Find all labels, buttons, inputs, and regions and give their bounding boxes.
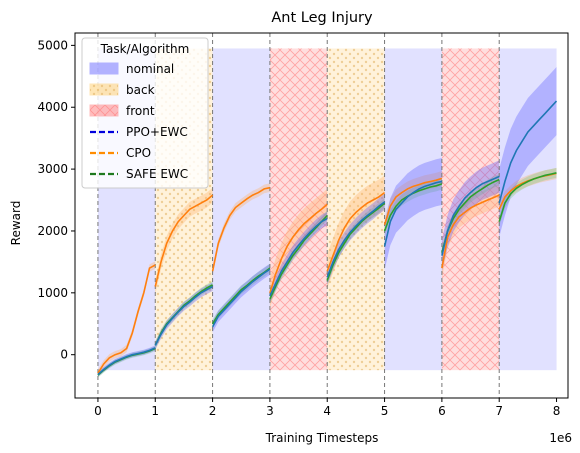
band-ppo-ewc bbox=[269, 211, 328, 303]
band-ppo-ewc bbox=[212, 263, 270, 333]
x-tick-label: 7 bbox=[495, 404, 503, 418]
x-axis-ticks: 0 1 2 3 4 5 6 7 8 bbox=[94, 398, 560, 418]
x-axis-offset-label: 1e6 bbox=[549, 431, 572, 445]
region-front-pattern bbox=[441, 48, 500, 371]
y-tick-label: 3000 bbox=[37, 162, 68, 176]
y-tick-label: 1000 bbox=[37, 286, 68, 300]
line-ppo-ewc bbox=[97, 347, 156, 376]
legend-label-back: back bbox=[126, 83, 155, 97]
line-cpo bbox=[383, 177, 443, 226]
legend-label-front: front bbox=[126, 104, 155, 118]
region-nominal bbox=[499, 48, 557, 371]
line-ppo-ewc bbox=[326, 201, 386, 278]
line-ppo-ewc bbox=[269, 217, 328, 297]
band-cpo bbox=[155, 187, 213, 295]
x-tick-label: 5 bbox=[381, 404, 389, 418]
band-ppo-ewc bbox=[327, 193, 385, 286]
legend-swatch-pattern-front bbox=[90, 105, 118, 116]
legend-label-cpo: CPO bbox=[126, 146, 151, 160]
x-tick-label: 4 bbox=[323, 404, 331, 418]
line-ppo-ewc bbox=[498, 100, 558, 204]
legend-box bbox=[81, 37, 209, 189]
line-cpo bbox=[326, 191, 386, 272]
region-nominal bbox=[212, 48, 270, 371]
band-cpo bbox=[327, 175, 385, 289]
legend-swatch-pattern-back bbox=[90, 84, 118, 95]
y-tick-label: 0 bbox=[60, 348, 68, 362]
line-ppo-ewc bbox=[154, 285, 213, 346]
legend-label-safe-ewc: SAFE EWC bbox=[126, 167, 188, 181]
band-cpo bbox=[499, 167, 557, 215]
line-cpo bbox=[97, 264, 156, 374]
line-ppo-ewc bbox=[383, 180, 443, 247]
task-boundary-lines bbox=[97, 33, 500, 398]
y-tick-label: 5000 bbox=[37, 38, 68, 52]
band-ppo-ewc bbox=[441, 160, 500, 272]
line-safe-ewc bbox=[326, 202, 386, 281]
x-tick-label: 6 bbox=[438, 404, 446, 418]
x-tick-label: 0 bbox=[94, 404, 102, 418]
x-tick-label: 8 bbox=[553, 404, 561, 418]
x-tick-label: 2 bbox=[209, 404, 217, 418]
x-tick-label: 3 bbox=[266, 404, 274, 418]
band-cpo bbox=[441, 183, 500, 280]
y-axis-ticks: 0 1000 2000 3000 4000 5000 bbox=[37, 38, 75, 362]
series-lines bbox=[97, 100, 558, 376]
line-safe-ewc bbox=[498, 172, 557, 222]
y-tick-label: 4000 bbox=[37, 100, 68, 114]
x-axis-label: Training Timesteps bbox=[265, 431, 379, 445]
chart-title: Ant Leg Injury bbox=[271, 10, 373, 26]
y-axis-label: Reward bbox=[9, 201, 23, 246]
band-ppo-ewc bbox=[155, 282, 213, 350]
x-tick-label: 1 bbox=[151, 404, 159, 418]
line-ppo-ewc bbox=[211, 268, 271, 328]
y-tick-label: 2000 bbox=[37, 224, 68, 238]
line-cpo bbox=[441, 194, 500, 269]
plot-frame bbox=[74, 32, 569, 399]
band-safe-ewc bbox=[269, 210, 328, 304]
legend-swatch-nominal bbox=[89, 62, 119, 75]
band-cpo bbox=[269, 188, 328, 309]
band-ppo-ewc bbox=[499, 67, 557, 238]
legend-label-ppo-ewc: PPO+EWC bbox=[126, 125, 188, 139]
legend: Task/Algorithm nominal back front PPO+EWC CPO… bbox=[81, 37, 209, 189]
region-front-pattern bbox=[269, 48, 328, 371]
line-safe-ewc bbox=[211, 267, 271, 325]
band-safe-ewc bbox=[384, 178, 442, 237]
legend-label-nominal: nominal bbox=[126, 62, 174, 76]
line-cpo bbox=[211, 186, 271, 272]
legend-title: Task/Algorithm bbox=[100, 42, 190, 56]
line-ppo-ewc bbox=[441, 175, 500, 256]
line-cpo bbox=[269, 203, 328, 294]
line-cpo bbox=[154, 194, 214, 287]
